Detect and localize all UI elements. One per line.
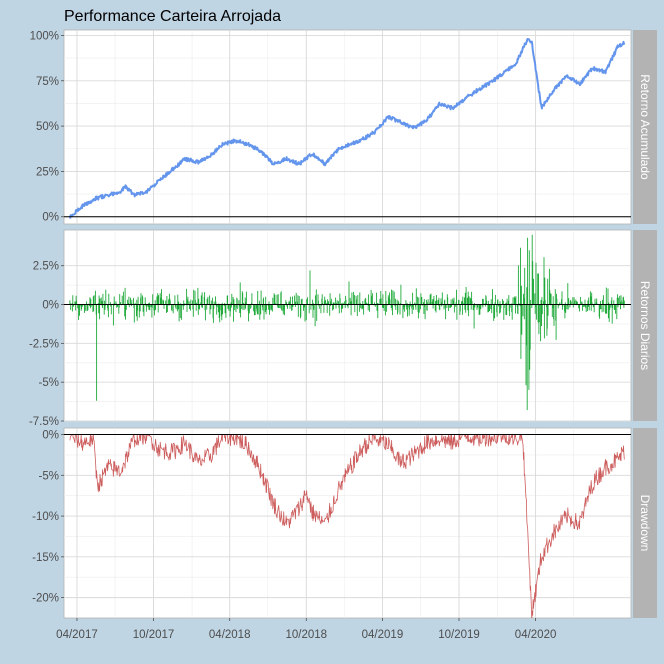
panel-strip bbox=[633, 30, 657, 224]
y-tick-label: 0% bbox=[42, 212, 59, 224]
panel-background bbox=[63, 29, 632, 225]
y-tick-label: -20% bbox=[32, 593, 59, 605]
chart-title: Performance Carteira Arrojada bbox=[64, 8, 281, 25]
y-tick-label: 100% bbox=[30, 30, 59, 42]
y-tick-label: -15% bbox=[32, 552, 59, 564]
y-tick-label: -2.5% bbox=[29, 338, 59, 350]
panel-background bbox=[63, 427, 632, 619]
panel-strip-label: Retornos Diarios bbox=[638, 281, 652, 370]
panel-strip bbox=[633, 230, 657, 421]
drawdown-series-line bbox=[69, 434, 625, 618]
panel-retornos-diarios: -7.5% -5% -2.5% 0% 2.5% Retornos Diarios bbox=[29, 229, 657, 428]
x-axis: 04/2017 10/2017 04/2018 10/2018 04/2019 10/20… bbox=[56, 618, 556, 641]
x-tick-label: 10/2017 bbox=[133, 629, 175, 641]
y-tick-label: 50% bbox=[36, 121, 59, 133]
y-tick-label: -5% bbox=[39, 377, 59, 389]
y-tick-label: 75% bbox=[36, 76, 59, 88]
panel-strip bbox=[633, 428, 657, 618]
y-tick-label: -10% bbox=[32, 511, 59, 523]
x-tick-label: 10/2019 bbox=[438, 629, 480, 641]
x-tick-label: 10/2018 bbox=[285, 629, 327, 641]
y-tick-label: 2.5% bbox=[33, 261, 59, 273]
panel-background bbox=[63, 229, 632, 422]
chart-panels: 0% 25% 50% 75% 100% Retorno Acumulado -7.5% -5%… bbox=[29, 29, 657, 619]
y-tick-label: -7.5% bbox=[29, 416, 59, 428]
panel-strip-label: Retorno Acumulado bbox=[638, 74, 652, 180]
x-tick-label: 04/2018 bbox=[209, 629, 251, 641]
y-tick-label: 25% bbox=[36, 166, 59, 178]
x-tick-label: 04/2019 bbox=[362, 629, 404, 641]
x-tick-label: 04/2017 bbox=[56, 629, 98, 641]
panel-retorno-acumulado: 0% 25% 50% 75% 100% Retorno Acumulado bbox=[30, 29, 657, 225]
cumulative-return-series-line bbox=[68, 38, 626, 219]
y-tick-label: 0% bbox=[42, 300, 59, 312]
panel-drawdown: -20% -15% -10% -5% 0% Drawdown bbox=[32, 427, 657, 619]
y-tick-label: -5% bbox=[39, 470, 59, 482]
panel-strip-label: Drawdown bbox=[638, 495, 652, 552]
y-tick-label: 0% bbox=[42, 430, 59, 442]
x-tick-label: 04/2020 bbox=[515, 629, 557, 641]
